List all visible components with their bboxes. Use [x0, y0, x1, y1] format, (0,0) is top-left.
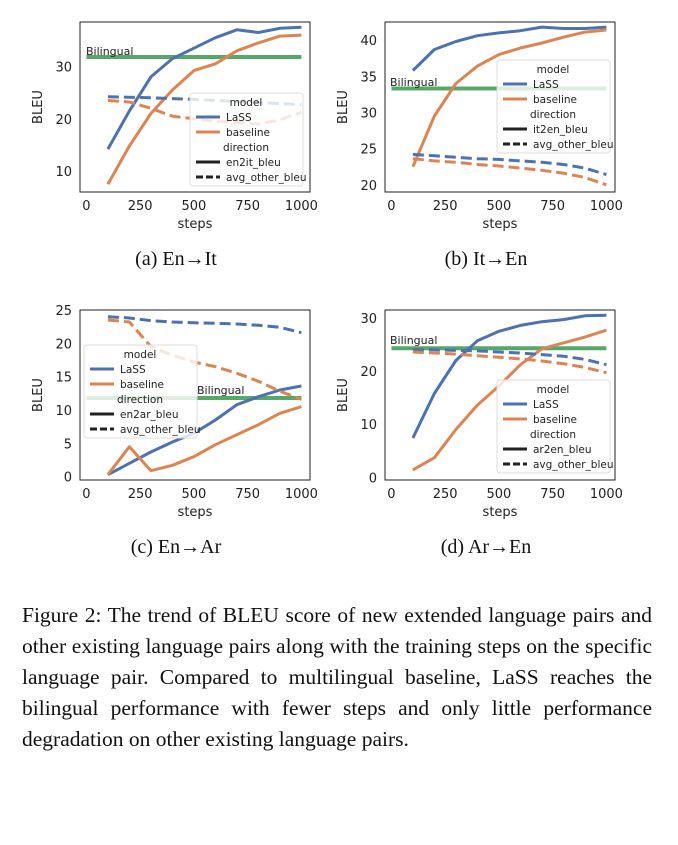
series-line-baseline-solid: [106, 405, 302, 476]
legend-entry: baseline: [533, 414, 577, 426]
legend-entry: ar2en_bleu: [533, 444, 592, 456]
y-axis-label: BLEU: [31, 378, 46, 412]
y-tick-label: 20: [55, 113, 72, 128]
x-tick-label: 0: [387, 487, 395, 502]
bilingual-label: Bilingual: [197, 384, 244, 397]
y-tick-label: 5: [64, 437, 72, 452]
x-tick-label: 500: [487, 199, 512, 214]
bilingual-label: Bilingual: [390, 334, 437, 347]
legend-entry: avg_other_bleu: [120, 424, 200, 436]
x-tick-label: 0: [387, 199, 395, 214]
x-tick-label: 250: [128, 487, 153, 502]
x-tick-label: 1000: [590, 487, 623, 502]
y-axis-label: BLEU: [336, 90, 351, 124]
series-line-lass-dashed: [107, 315, 302, 335]
legend-entry: LaSS: [226, 112, 252, 124]
legend-entry: it2en_bleu: [533, 124, 588, 136]
subcaption-b: (b) It→En: [444, 248, 528, 270]
subcaption-a: (a) En→It: [135, 248, 217, 270]
legend-title: direction: [223, 142, 269, 154]
legend-entry: baseline: [226, 127, 270, 139]
series-line-baseline-dashed: [107, 318, 302, 401]
x-tick-label: 1000: [285, 199, 318, 214]
legend-entry: en2ar_bleu: [120, 409, 179, 421]
legend-entry: LaSS: [533, 399, 559, 411]
y-tick-label: 35: [360, 70, 377, 85]
legend-entry: baseline: [533, 94, 577, 106]
subcaption-d: (d) Ar→En: [440, 536, 532, 558]
y-tick-label: 0: [64, 471, 72, 486]
legend-entry: avg_other_bleu: [533, 459, 613, 471]
y-tick-label: 25: [360, 143, 377, 158]
y-tick-label: 10: [55, 165, 72, 180]
series-line-baseline-solid: [412, 328, 607, 472]
series-line-lass-solid: [106, 25, 302, 150]
legend-entry: LaSS: [533, 79, 559, 91]
figure-caption: Figure 2: The trend of BLEU score of new…: [22, 603, 652, 751]
x-tick-label: 750: [235, 199, 260, 214]
y-tick-label: 15: [55, 371, 72, 386]
legend-entry: avg_other_bleu: [226, 172, 306, 184]
x-axis-label: steps: [483, 505, 518, 520]
y-tick-label: 20: [55, 337, 72, 352]
series-line-lass-dashed: [412, 348, 607, 367]
y-tick-label: 30: [360, 312, 377, 327]
legend-title: model: [537, 64, 570, 76]
y-tick-label: 20: [360, 179, 377, 194]
x-axis-label: steps: [178, 505, 213, 520]
series-line-lass-solid: [411, 25, 607, 72]
x-tick-label: 0: [82, 199, 90, 214]
series-line-baseline-dashed: [412, 350, 607, 375]
bilingual-label: Bilingual: [86, 45, 133, 58]
x-axis-label: steps: [483, 217, 518, 232]
y-tick-label: 30: [55, 60, 72, 75]
x-tick-label: 500: [182, 487, 207, 502]
x-tick-label: 500: [182, 199, 207, 214]
legend-entry: LaSS: [120, 364, 146, 376]
y-tick-label: 30: [360, 106, 377, 121]
x-tick-label: 1000: [285, 487, 318, 502]
y-tick-label: 10: [55, 404, 72, 419]
x-tick-label: 250: [433, 199, 458, 214]
series-line-baseline-solid: [411, 28, 607, 168]
y-tick-label: 0: [369, 471, 377, 486]
x-tick-label: 750: [540, 199, 565, 214]
y-axis-label: BLEU: [336, 378, 351, 412]
legend-entry: avg_other_bleu: [533, 139, 613, 151]
y-tick-label: 40: [360, 34, 377, 49]
legend-entry: baseline: [120, 379, 164, 391]
x-tick-label: 750: [235, 487, 260, 502]
series-line-lass-dashed: [412, 152, 607, 177]
x-axis-label: steps: [178, 217, 213, 232]
x-tick-label: 0: [82, 487, 90, 502]
y-axis-label: BLEU: [31, 90, 46, 124]
legend-title: model: [230, 97, 263, 109]
legend-title: direction: [530, 429, 576, 441]
legend-title: direction: [530, 109, 576, 121]
y-tick-label: 20: [360, 365, 377, 380]
legend-entry: en2it_bleu: [226, 157, 281, 169]
y-tick-label: 25: [55, 304, 72, 319]
series-line-baseline-dashed: [412, 157, 607, 187]
x-tick-label: 250: [433, 487, 458, 502]
series-line-baseline-solid: [106, 33, 302, 185]
bilingual-label: Bilingual: [390, 76, 437, 89]
legend-title: direction: [117, 394, 163, 406]
x-tick-label: 250: [128, 199, 153, 214]
subcaption-c: (c) En→Ar: [130, 536, 222, 558]
series-line-lass-solid: [411, 313, 607, 439]
x-tick-label: 750: [540, 487, 565, 502]
legend-title: model: [537, 384, 570, 396]
x-tick-label: 1000: [590, 199, 623, 214]
legend-title: model: [124, 349, 157, 361]
y-tick-label: 10: [360, 418, 377, 433]
x-tick-label: 500: [487, 487, 512, 502]
